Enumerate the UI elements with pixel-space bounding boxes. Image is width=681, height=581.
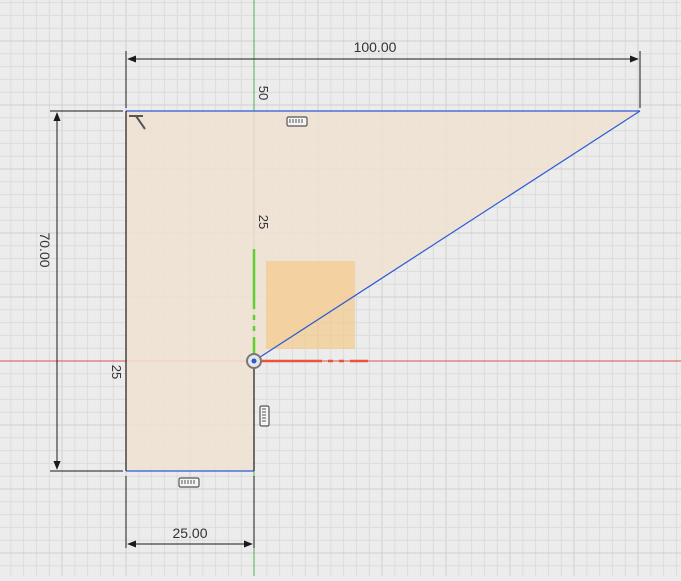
- ruler-label-x25: 25: [109, 365, 124, 379]
- dimension-left-height[interactable]: 70.00: [37, 110, 123, 472]
- dimension-bottom-width[interactable]: 25.00: [125, 476, 255, 548]
- dimension-top-width-value[interactable]: 100.00: [354, 39, 397, 55]
- point-highlight-box: [266, 261, 355, 349]
- diagonal-edge-line[interactable]: [253, 110, 641, 362]
- horizontal-constraint-icon[interactable]: [286, 116, 308, 127]
- dimension-left-height-value[interactable]: 70.00: [37, 232, 53, 267]
- ruler-label-y50: 50: [256, 86, 271, 100]
- vertical-constraint-icon[interactable]: [259, 405, 270, 427]
- origin-point-icon[interactable]: [246, 353, 262, 369]
- dimension-top-width[interactable]: 100.00: [125, 39, 641, 108]
- ruler-label-y25: 25: [256, 215, 271, 229]
- horizontal-constraint-icon[interactable]: [178, 477, 200, 488]
- perpendicular-constraint-icon[interactable]: [129, 115, 146, 130]
- sketch-profile[interactable]: [126, 111, 640, 471]
- dimension-bottom-width-value[interactable]: 25.00: [172, 525, 207, 541]
